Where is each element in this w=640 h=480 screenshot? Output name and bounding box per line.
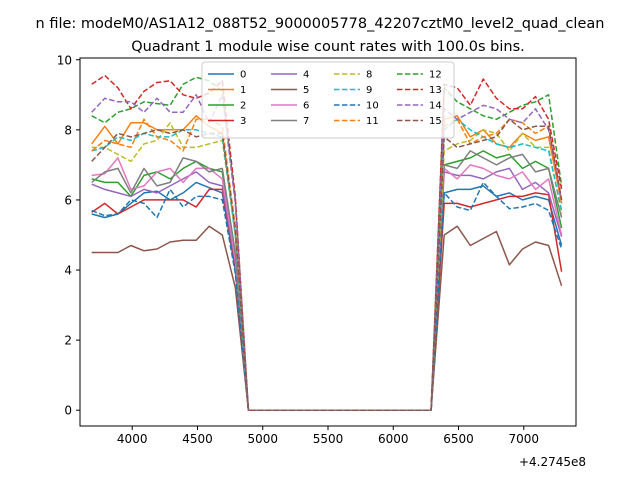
legend-label: 6	[303, 101, 309, 112]
x-tick-label: 6000	[378, 432, 409, 446]
axes-frame	[79, 57, 577, 427]
series-layer	[91, 74, 563, 411]
series-line-14	[91, 94, 563, 411]
y-tick-label: 8	[64, 123, 72, 137]
y-tick-label: 10	[57, 53, 72, 67]
x-tick-label: 6500	[443, 432, 474, 446]
legend-label: 11	[366, 116, 379, 127]
series-line-11	[91, 118, 563, 411]
legend-label: 4	[303, 70, 309, 81]
figure-suptitle: n file: modeM0/AS1A12_088T52_9000005778_…	[36, 16, 605, 32]
legend-item: 1	[208, 85, 246, 96]
legend-label: 13	[429, 85, 442, 96]
legend-label: 1	[240, 85, 246, 96]
legend-label: 15	[429, 116, 442, 127]
legend-label: 12	[429, 70, 442, 81]
legend-label: 10	[366, 101, 379, 112]
legend-item: 10	[334, 101, 379, 112]
legend-item: 4	[271, 70, 309, 81]
y-tick-label: 6	[64, 193, 72, 207]
legend-label: 9	[366, 85, 372, 96]
x-tick-label: 5000	[247, 432, 278, 446]
legend-item: 0	[208, 70, 246, 81]
legend-item: 12	[397, 70, 442, 81]
legend-item: 15	[397, 116, 442, 127]
legend-label: 3	[240, 116, 246, 127]
x-offset-label: +4.2745e8	[519, 455, 586, 469]
legend-item: 5	[271, 85, 309, 96]
legend-frame	[201, 61, 455, 139]
legend-item: 2	[208, 101, 246, 112]
legend-label: 8	[366, 70, 372, 81]
y-tick-label: 2	[64, 334, 72, 348]
legend-item: 13	[397, 85, 442, 96]
series-line-12	[91, 76, 563, 411]
legend-item: 14	[397, 101, 442, 112]
legend-label: 2	[240, 101, 246, 112]
series-line-13	[91, 74, 563, 411]
x-tick-label: 4000	[117, 432, 148, 446]
series-line-15	[91, 118, 563, 411]
legend-item: 11	[334, 116, 379, 127]
legend-item: 9	[334, 85, 372, 96]
legend-label: 5	[303, 85, 309, 96]
legend-label: 14	[429, 101, 442, 112]
y-tick-label: 0	[64, 404, 72, 418]
x-tick-label: 5500	[313, 432, 344, 446]
legend-item: 3	[208, 116, 246, 127]
legend-item: 7	[271, 116, 309, 127]
legend-item: 6	[271, 101, 309, 112]
legend-item: 8	[334, 70, 372, 81]
chart-title: Quadrant 1 module wise count rates with …	[131, 39, 525, 55]
x-tick-label: 4500	[182, 432, 213, 446]
y-tick-label: 4	[64, 264, 72, 278]
legend-label: 7	[303, 116, 309, 127]
x-tick-label: 7000	[509, 432, 540, 446]
legend-label: 0	[240, 70, 246, 81]
